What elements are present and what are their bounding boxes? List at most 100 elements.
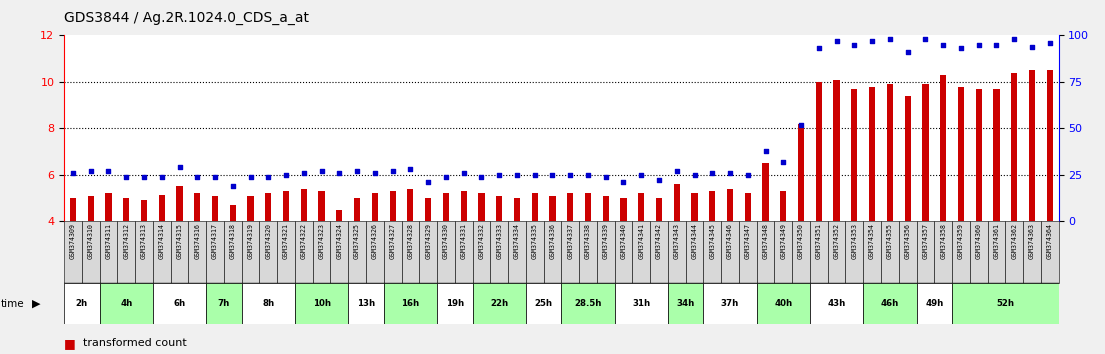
Bar bbox=[1041, 221, 1059, 283]
Bar bbox=[674, 184, 680, 221]
Bar bbox=[135, 221, 152, 283]
Bar bbox=[318, 191, 325, 221]
Text: GSM374321: GSM374321 bbox=[283, 223, 290, 259]
Bar bbox=[230, 205, 235, 221]
Bar bbox=[224, 221, 242, 283]
Text: GSM374312: GSM374312 bbox=[124, 223, 129, 259]
Text: GSM374352: GSM374352 bbox=[833, 223, 840, 259]
Text: GSM374358: GSM374358 bbox=[940, 223, 946, 259]
Bar bbox=[313, 221, 330, 283]
Bar bbox=[792, 221, 810, 283]
Bar bbox=[64, 283, 99, 324]
Point bbox=[438, 174, 455, 179]
Text: GSM374355: GSM374355 bbox=[887, 223, 893, 259]
Point bbox=[845, 42, 863, 47]
Bar bbox=[336, 210, 343, 221]
Bar bbox=[810, 221, 828, 283]
Text: GSM374341: GSM374341 bbox=[639, 223, 644, 259]
Bar bbox=[443, 193, 449, 221]
Bar bbox=[354, 198, 360, 221]
Text: GSM374332: GSM374332 bbox=[478, 223, 484, 259]
Point bbox=[189, 174, 207, 179]
Point bbox=[491, 172, 508, 178]
Bar bbox=[207, 283, 242, 324]
Text: 8h: 8h bbox=[262, 299, 274, 308]
Bar bbox=[188, 221, 207, 283]
Text: GSM374346: GSM374346 bbox=[727, 223, 733, 259]
Point bbox=[224, 183, 242, 189]
Bar bbox=[526, 221, 544, 283]
Text: 6h: 6h bbox=[173, 299, 186, 308]
Point bbox=[1023, 44, 1041, 49]
Bar bbox=[863, 283, 916, 324]
Bar bbox=[988, 221, 1006, 283]
Point bbox=[988, 42, 1006, 47]
Bar bbox=[739, 221, 757, 283]
Bar bbox=[561, 283, 614, 324]
Point bbox=[828, 38, 845, 44]
Point bbox=[419, 179, 436, 185]
Bar bbox=[194, 193, 200, 221]
Bar bbox=[366, 221, 383, 283]
Bar bbox=[757, 221, 775, 283]
Point bbox=[207, 174, 224, 179]
Bar bbox=[916, 283, 953, 324]
Bar bbox=[478, 193, 484, 221]
Bar bbox=[976, 89, 981, 221]
Text: 22h: 22h bbox=[491, 299, 508, 308]
Bar bbox=[993, 89, 1000, 221]
Point bbox=[401, 166, 419, 172]
Text: time: time bbox=[1, 298, 24, 309]
Text: GSM374342: GSM374342 bbox=[656, 223, 662, 259]
Point bbox=[152, 174, 170, 179]
Point bbox=[330, 170, 348, 176]
Point bbox=[117, 174, 135, 179]
Text: GSM374314: GSM374314 bbox=[159, 223, 165, 259]
Text: GSM374349: GSM374349 bbox=[780, 223, 787, 259]
Bar bbox=[371, 193, 378, 221]
Text: GSM374338: GSM374338 bbox=[585, 223, 591, 259]
Point bbox=[348, 168, 366, 174]
Bar bbox=[99, 283, 152, 324]
Point bbox=[313, 168, 330, 174]
Text: transformed count: transformed count bbox=[83, 338, 187, 348]
Text: GSM374334: GSM374334 bbox=[514, 223, 520, 259]
Bar bbox=[473, 283, 526, 324]
Bar bbox=[620, 198, 627, 221]
Point bbox=[686, 172, 704, 178]
Bar bbox=[544, 221, 561, 283]
Text: 7h: 7h bbox=[218, 299, 230, 308]
Bar bbox=[170, 221, 188, 283]
Bar bbox=[881, 221, 898, 283]
Bar bbox=[727, 189, 733, 221]
Point bbox=[935, 42, 953, 47]
Text: GSM374311: GSM374311 bbox=[105, 223, 112, 259]
Text: GSM374330: GSM374330 bbox=[443, 223, 449, 259]
Text: 4h: 4h bbox=[120, 299, 133, 308]
Point bbox=[508, 172, 526, 178]
Bar bbox=[1023, 221, 1041, 283]
Bar bbox=[277, 221, 295, 283]
Bar bbox=[650, 221, 667, 283]
Text: 52h: 52h bbox=[997, 299, 1014, 308]
Point bbox=[722, 170, 739, 176]
Bar bbox=[970, 221, 988, 283]
Text: 34h: 34h bbox=[676, 299, 695, 308]
Text: GSM374351: GSM374351 bbox=[815, 223, 822, 259]
Point bbox=[64, 170, 82, 176]
Text: GSM374310: GSM374310 bbox=[87, 223, 94, 259]
Bar bbox=[656, 198, 662, 221]
Text: 40h: 40h bbox=[775, 299, 792, 308]
Bar bbox=[614, 283, 667, 324]
Bar bbox=[207, 221, 224, 283]
Bar bbox=[455, 221, 473, 283]
Text: GSM374363: GSM374363 bbox=[1029, 223, 1035, 259]
Text: GSM374336: GSM374336 bbox=[549, 223, 556, 259]
Bar bbox=[1006, 221, 1023, 283]
Bar bbox=[934, 221, 953, 283]
Bar bbox=[916, 221, 934, 283]
Text: GSM374344: GSM374344 bbox=[692, 223, 697, 259]
Text: 37h: 37h bbox=[720, 299, 739, 308]
Bar bbox=[330, 221, 348, 283]
Text: GSM374331: GSM374331 bbox=[461, 223, 466, 259]
